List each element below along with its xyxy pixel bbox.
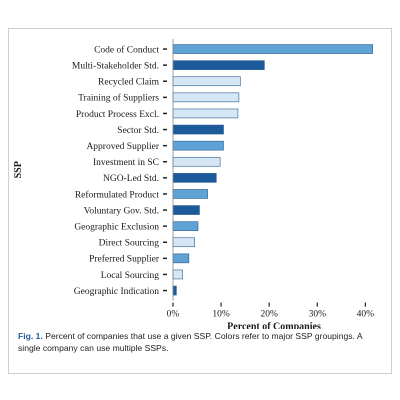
x-tick-label: 40% (357, 310, 375, 320)
category-label: Recycled Claim (98, 78, 160, 88)
y-axis-title: SSP (13, 161, 24, 178)
category-label: Preferred Supplier (89, 254, 160, 265)
bar-chart: Code of Conduct Multi-Stakeholder Std. Rec… (13, 39, 375, 329)
figure-caption: Fig. 1. Percent of companies that use a … (18, 330, 384, 354)
bar (172, 60, 265, 70)
category-label: Training of Suppliers (78, 93, 159, 104)
category-label: Geographic Indication (74, 287, 159, 297)
bar (172, 189, 208, 199)
bar (172, 285, 177, 296)
category-label: NGO-Led Std. (103, 174, 159, 184)
category-label: Code of Conduct (94, 44, 159, 55)
category-label: Reformulated Product (75, 189, 160, 200)
x-axis-title: Percent of Companies (227, 322, 321, 329)
bar (172, 269, 183, 280)
bar (172, 108, 239, 119)
bar (172, 221, 199, 231)
category-label: Direct Sourcing (99, 239, 160, 249)
category-label: Product Process Excl. (76, 110, 159, 120)
category-label: Local Sourcing (101, 271, 160, 281)
x-tick-label: 20% (260, 310, 278, 320)
bar (172, 124, 224, 135)
bar (172, 140, 224, 151)
x-tick-label: 30% (309, 310, 327, 320)
caption-label: Fig. 1. (18, 331, 43, 341)
x-tick-label: 0% (167, 310, 180, 320)
bar (172, 237, 195, 248)
caption-text: Percent of companies that use a given SS… (18, 331, 363, 353)
category-label: Approved Supplier (86, 142, 159, 152)
bar (172, 173, 217, 183)
bar (172, 253, 190, 264)
category-label: Voluntary Gov. Std. (84, 206, 159, 216)
bar (172, 44, 373, 54)
bar (172, 92, 240, 103)
category-label: Investment in SC (93, 158, 159, 168)
bar (172, 156, 221, 167)
category-label: Multi-Stakeholder Std. (72, 61, 159, 71)
bar (172, 205, 200, 215)
category-label: Geographic Exclusion (74, 222, 159, 232)
category-label: Sector Std. (117, 126, 159, 136)
bar (172, 76, 241, 87)
x-tick-label: 10% (212, 310, 230, 320)
